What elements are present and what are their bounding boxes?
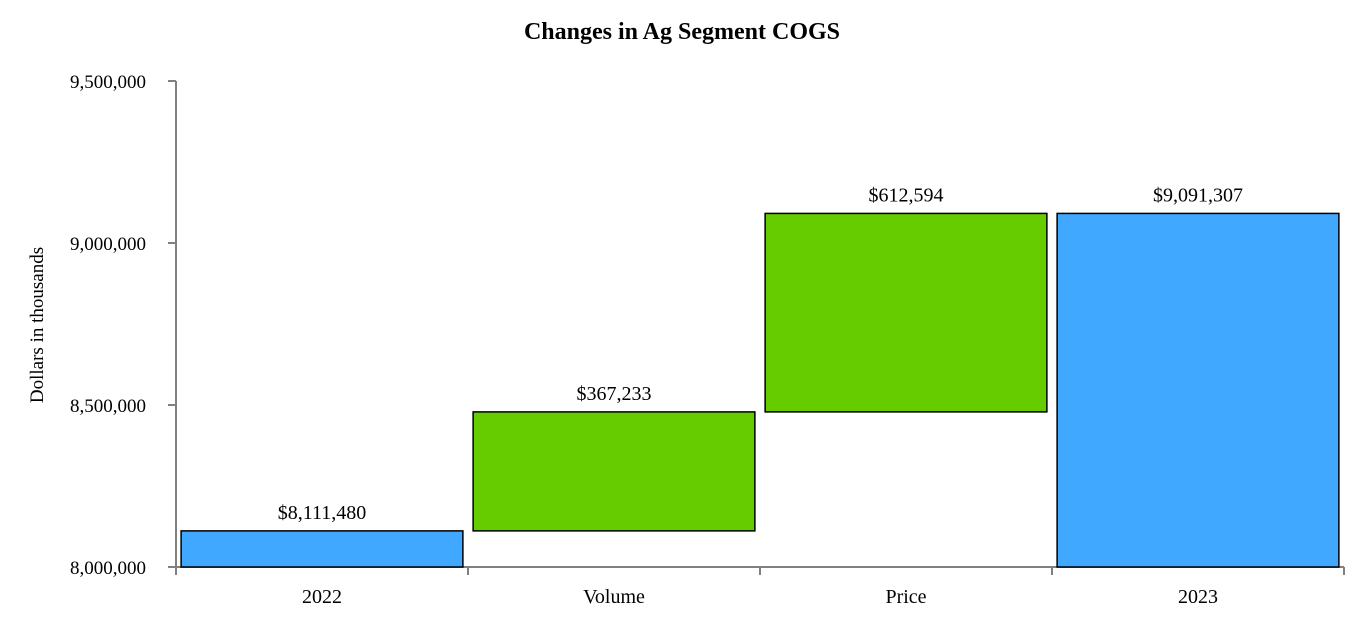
data-label: $8,111,480: [278, 502, 367, 524]
bar-2022: [180, 530, 464, 568]
bar-2023: [1056, 212, 1340, 568]
bar-price: [764, 212, 1048, 413]
data-label: $612,594: [869, 184, 944, 206]
y-tick-label: 8,500,000: [70, 396, 146, 417]
x-tick-label: Volume: [583, 586, 645, 608]
data-label: $367,233: [577, 383, 652, 405]
chart-title: Changes in Ag Segment COGS: [524, 19, 840, 45]
y-axis: 8,000,000 8,500,000 9,000,000 9,500,000: [70, 72, 177, 579]
bars-group: $8,111,480 $367,233 $612,594 $9,091,307: [180, 184, 1340, 568]
bar-volume: [472, 411, 756, 532]
x-axis: 2022 Volume Price 2023: [175, 566, 1345, 608]
x-tick-label: Price: [885, 586, 926, 608]
x-tick-label: 2022: [302, 586, 342, 608]
y-tick-label: 8,000,000: [70, 558, 146, 579]
y-tick-label: 9,000,000: [70, 234, 146, 255]
y-axis-label: Dollars in thousands: [27, 247, 48, 403]
y-tick-label: 9,500,000: [70, 72, 146, 93]
data-label: $9,091,307: [1153, 184, 1243, 206]
x-tick-label: 2023: [1178, 586, 1218, 608]
